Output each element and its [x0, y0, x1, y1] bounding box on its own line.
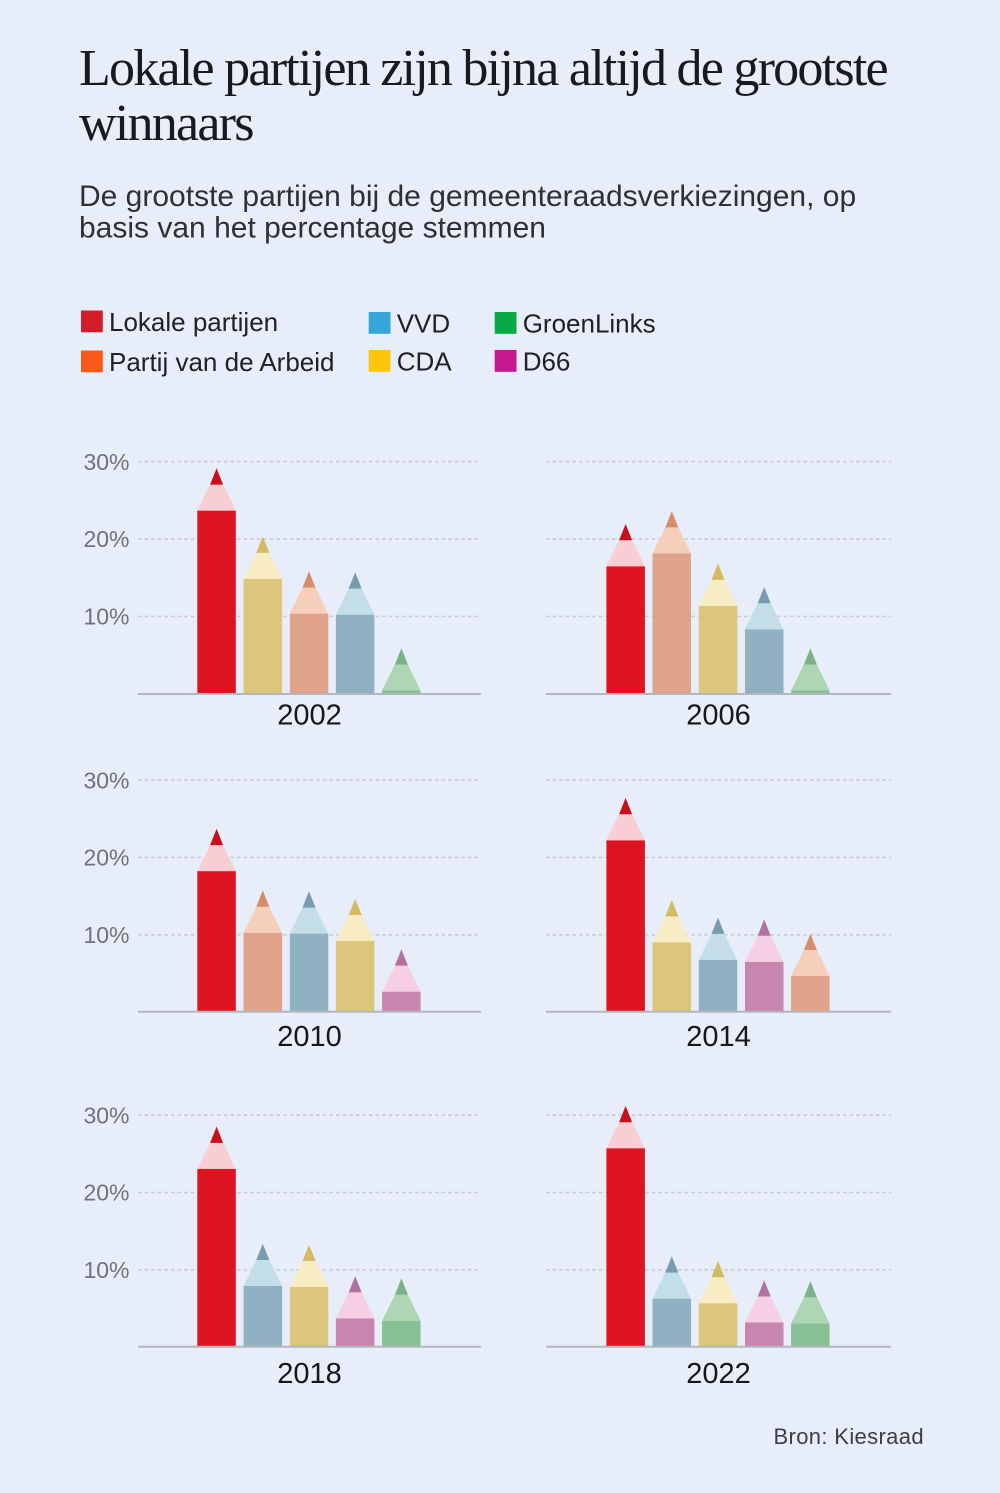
- svg-text:2014: 2014: [686, 1021, 751, 1053]
- svg-text:20%: 20%: [83, 845, 129, 871]
- svg-text:30%: 30%: [83, 1102, 129, 1128]
- svg-text:20%: 20%: [83, 1180, 129, 1206]
- svg-text:30%: 30%: [83, 767, 129, 793]
- svg-text:Lokale partijen: Lokale partijen: [109, 307, 278, 337]
- svg-text:2006: 2006: [686, 700, 751, 732]
- svg-text:10%: 10%: [83, 604, 129, 630]
- svg-text:10%: 10%: [83, 922, 129, 948]
- svg-text:30%: 30%: [83, 449, 129, 475]
- svg-text:2010: 2010: [277, 1021, 342, 1053]
- svg-text:CDA: CDA: [397, 347, 453, 377]
- svg-text:GroenLinks: GroenLinks: [523, 309, 656, 339]
- svg-text:winnaars: winnaars: [79, 95, 253, 152]
- svg-text:Lokale partijen zijn bijna alt: Lokale partijen zijn bijna altijd de gro…: [79, 40, 888, 97]
- svg-text:Bron: Kiesraad: Bron: Kiesraad: [774, 1424, 924, 1449]
- svg-text:Partij van de Arbeid: Partij van de Arbeid: [109, 347, 334, 377]
- svg-text:VVD: VVD: [397, 309, 450, 339]
- svg-text:D66: D66: [523, 347, 571, 377]
- svg-text:basis van het percentage stemm: basis van het percentage stemmen: [79, 212, 546, 245]
- svg-text:10%: 10%: [83, 1257, 129, 1283]
- svg-text:De grootste partijen bij de ge: De grootste partijen bij de gemeenteraad…: [79, 180, 856, 213]
- svg-text:2018: 2018: [277, 1358, 342, 1390]
- svg-text:2022: 2022: [686, 1358, 751, 1390]
- svg-text:2002: 2002: [277, 700, 342, 732]
- svg-text:20%: 20%: [83, 526, 129, 552]
